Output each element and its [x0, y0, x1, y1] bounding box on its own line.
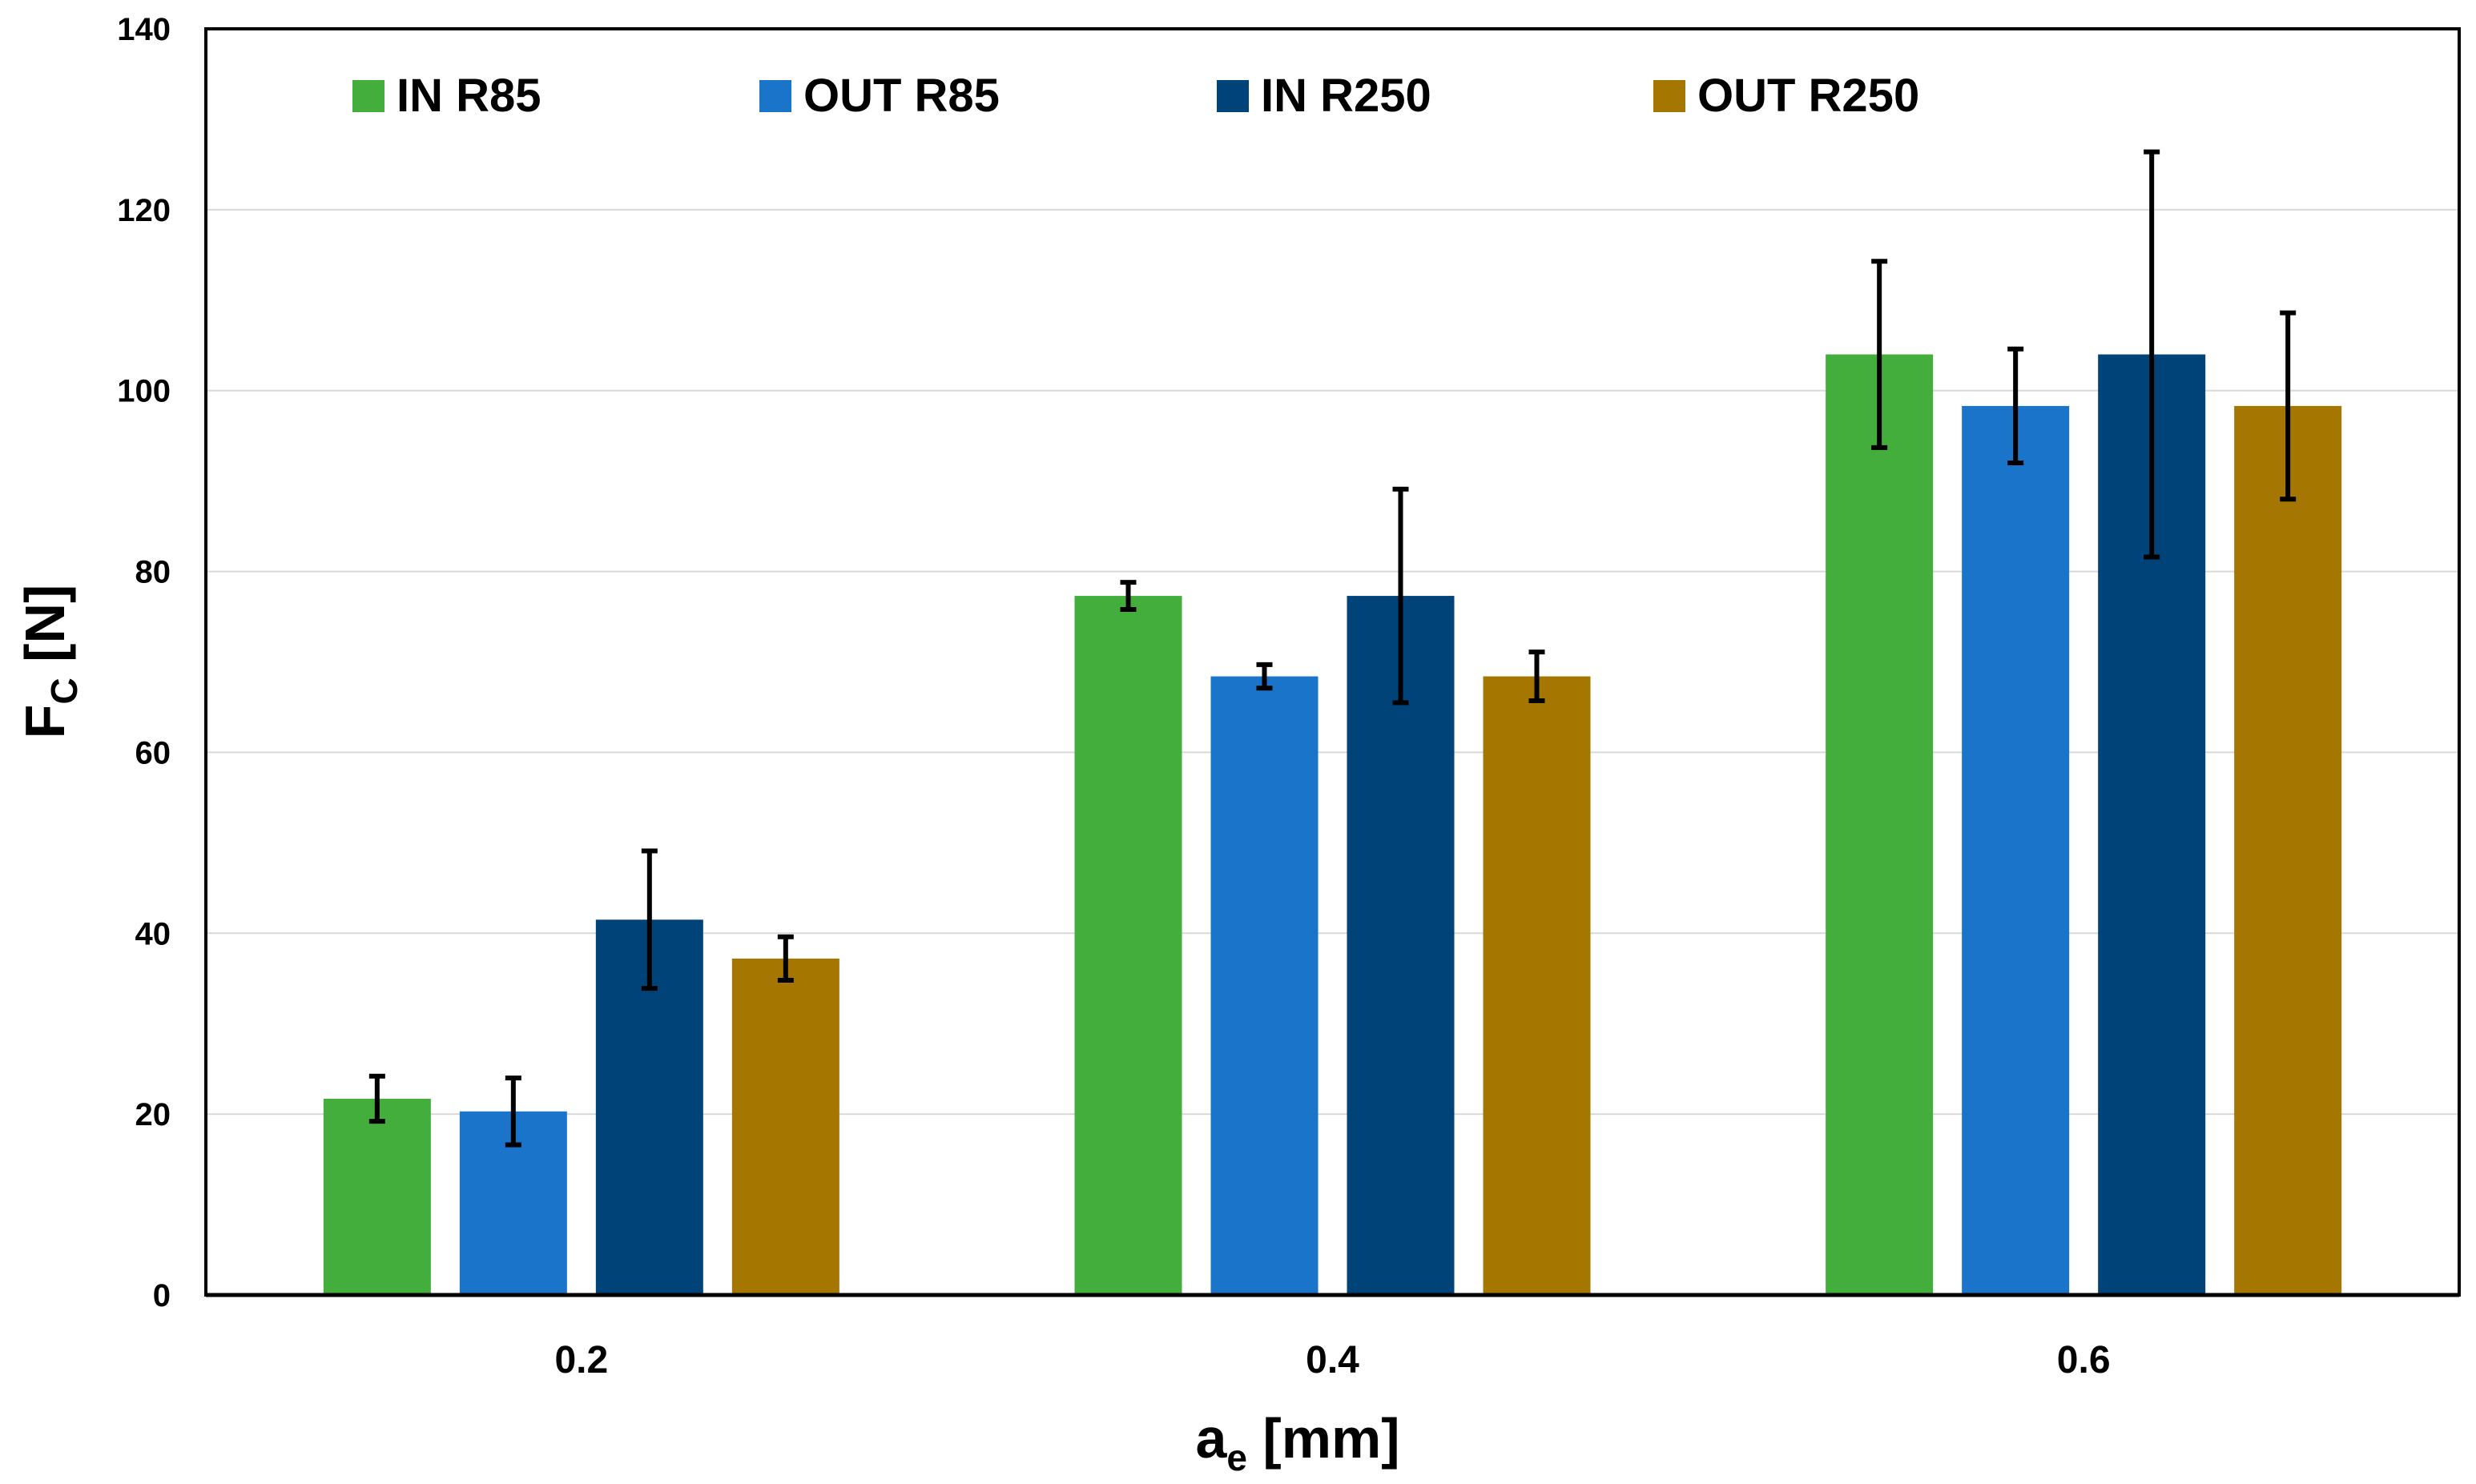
bar: [1483, 676, 1591, 1295]
legend-swatch: [1217, 80, 1249, 112]
error-bar: [1392, 486, 1409, 706]
legend-swatch: [352, 80, 384, 112]
legend-label: OUT R85: [803, 70, 1000, 122]
legend-item: OUT R85: [759, 70, 1000, 122]
y-tick-label: 0: [153, 1278, 171, 1313]
axes: 0 20 40 60 80 100 120 140 0.2 0.4 0.6: [117, 12, 2461, 1381]
bar: [1826, 354, 1934, 1295]
error-bar: [368, 1073, 385, 1124]
error-bar: [2144, 149, 2160, 560]
error-bar: [1120, 580, 1137, 613]
legend-swatch: [1653, 80, 1685, 112]
bar: [1962, 405, 2070, 1296]
x-tick-label: 0.2: [554, 1339, 608, 1381]
bars: [323, 149, 2342, 1296]
legend-item: IN R250: [1217, 70, 1431, 122]
error-bar: [1528, 650, 1545, 704]
error-bar: [2280, 310, 2297, 502]
bar: [2234, 405, 2342, 1296]
gridlines: [206, 208, 2459, 1116]
y-tick-label: 80: [135, 555, 171, 590]
bar: [1347, 596, 1455, 1295]
error-bar: [1256, 662, 1273, 691]
error-bar: [1871, 259, 1888, 450]
y-tick-label: 140: [117, 12, 171, 47]
axis-titles: ae [mm] FC [N]: [14, 585, 1400, 1478]
legend-item: IN R85: [352, 70, 541, 122]
legend: IN R85 OUT R85 IN R250 OUT R250: [352, 70, 1919, 122]
error-bar: [505, 1075, 521, 1148]
bar: [1210, 676, 1319, 1295]
y-tick-label: 100: [117, 374, 171, 409]
legend-item: OUT R250: [1653, 70, 1919, 122]
legend-label: IN R85: [397, 70, 541, 122]
y-tick-label: 60: [135, 735, 171, 770]
y-axis-title: FC [N]: [14, 585, 85, 739]
legend-label: IN R250: [1261, 70, 1431, 122]
error-bar: [777, 934, 794, 983]
legend-label: OUT R250: [1697, 70, 1919, 122]
x-tick-label: 0.6: [2057, 1339, 2111, 1381]
error-bar: [2007, 346, 2024, 466]
error-bar: [641, 848, 658, 991]
y-tick-label: 40: [135, 916, 171, 951]
legend-swatch: [759, 80, 791, 112]
y-tick-label: 20: [135, 1097, 171, 1132]
x-tick-label: 0.4: [1306, 1339, 1359, 1381]
x-axis-title: ae [mm]: [1195, 1407, 1399, 1478]
bar: [731, 958, 839, 1295]
y-tick-label: 120: [117, 193, 171, 228]
bar: [1074, 596, 1182, 1295]
bar: [323, 1098, 431, 1295]
